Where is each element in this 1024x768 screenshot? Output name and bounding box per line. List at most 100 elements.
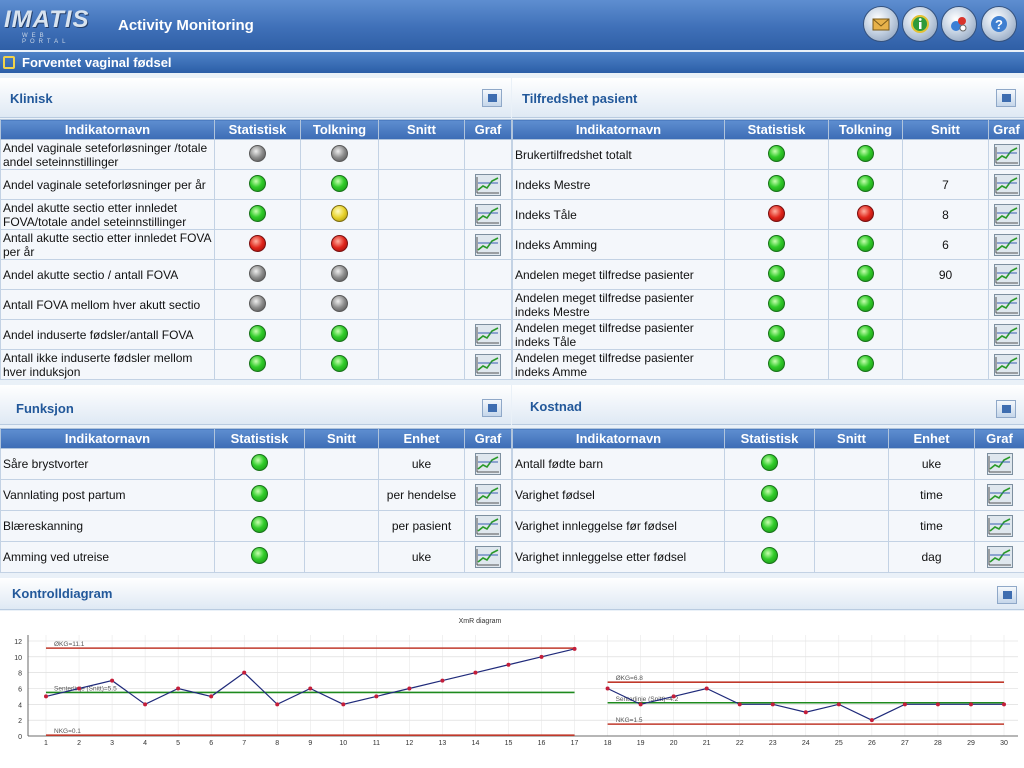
table-row[interactable]: Andel akutte sectio etter innledet FOVA/… (0, 199, 512, 230)
table-row[interactable]: Amming ved utreise uke (0, 541, 512, 573)
status-green-icon[interactable] (857, 264, 874, 282)
table-row[interactable]: Varighet fødsel time (512, 479, 1024, 511)
status-green-icon[interactable] (768, 354, 785, 372)
data-point[interactable] (539, 654, 544, 659)
table-row[interactable]: Andelen meget tilfredse pasienter indeks… (512, 319, 1024, 350)
graph-icon[interactable] (475, 484, 501, 506)
column-header[interactable]: Statistisk (214, 428, 305, 449)
status-green-icon[interactable] (331, 324, 348, 342)
table-row[interactable]: Andel induserte fødsler/antall FOVA (0, 319, 512, 350)
graph-icon[interactable] (986, 484, 1013, 506)
status-gray-icon[interactable] (331, 264, 348, 282)
column-header[interactable]: Statistisk (724, 119, 829, 140)
status-green-icon[interactable] (249, 354, 266, 372)
table-row[interactable]: Indeks Amming 6 (512, 229, 1024, 260)
column-header[interactable]: Graf (464, 428, 512, 449)
data-point[interactable] (902, 702, 907, 707)
status-green-icon[interactable] (857, 324, 874, 342)
table-row[interactable]: Varighet innleggelse etter fødsel dag (512, 541, 1024, 573)
status-red-icon[interactable] (249, 234, 266, 252)
graph-icon[interactable] (993, 233, 1020, 256)
data-point[interactable] (473, 670, 478, 675)
data-point[interactable] (44, 694, 48, 699)
data-point[interactable] (176, 686, 181, 691)
network-icon[interactable] (941, 6, 977, 42)
status-gray-icon[interactable] (249, 294, 266, 312)
data-point[interactable] (704, 686, 709, 691)
help-icon[interactable]: ? (981, 6, 1017, 42)
table-row[interactable]: Andelen meget tilfredse pasienter 90 (512, 259, 1024, 290)
graph-icon[interactable] (475, 453, 501, 475)
table-row[interactable]: Indeks Mestre 7 (512, 169, 1024, 200)
column-header[interactable]: Tolkning (300, 119, 379, 140)
data-point[interactable] (506, 662, 511, 667)
column-header[interactable]: Snitt (304, 428, 379, 449)
data-point[interactable] (605, 686, 610, 691)
status-green-icon[interactable] (249, 174, 266, 192)
table-row[interactable]: Antall FOVA mellom hver akutt sectio (0, 289, 512, 320)
graph-icon[interactable] (475, 173, 501, 196)
data-point[interactable] (803, 710, 808, 715)
data-point[interactable] (77, 686, 82, 691)
graph-icon[interactable] (993, 263, 1020, 286)
column-header[interactable]: Graf (988, 119, 1024, 140)
table-row[interactable]: Brukertilfredshet totalt (512, 139, 1024, 170)
mail-icon[interactable] (863, 6, 899, 42)
data-point[interactable] (110, 678, 115, 683)
column-header[interactable]: Enhet (888, 428, 975, 449)
graph-icon[interactable] (986, 546, 1013, 568)
status-gray-icon[interactable] (249, 144, 266, 162)
column-header[interactable]: Graf (464, 119, 512, 140)
data-point[interactable] (869, 718, 874, 723)
column-header[interactable]: Indikatornavn (0, 428, 215, 449)
data-point[interactable] (143, 702, 148, 707)
status-gray-icon[interactable] (331, 294, 348, 312)
data-point[interactable] (275, 702, 280, 707)
column-header[interactable]: Statistisk (214, 119, 301, 140)
graph-icon[interactable] (475, 353, 501, 376)
data-point[interactable] (308, 686, 313, 691)
status-green-icon[interactable] (761, 485, 778, 502)
status-red-icon[interactable] (768, 204, 785, 222)
klinisk-maximize-button[interactable] (482, 89, 502, 107)
kostnad-maximize-button[interactable] (996, 400, 1016, 418)
status-gray-icon[interactable] (331, 144, 348, 162)
status-green-icon[interactable] (857, 174, 874, 192)
table-row[interactable]: Andel vaginale seteforløsninger /totale … (0, 139, 512, 170)
table-row[interactable]: Antall akutte sectio etter innledet FOVA… (0, 229, 512, 260)
column-header[interactable]: Indikatornavn (0, 119, 215, 140)
tilfredshet-maximize-button[interactable] (996, 89, 1016, 107)
table-row[interactable]: Andelen meget tilfredse pasienter indeks… (512, 349, 1024, 380)
column-header[interactable]: Snitt (378, 119, 465, 140)
graph-icon[interactable] (475, 233, 501, 256)
column-header[interactable]: Graf (974, 428, 1024, 449)
status-green-icon[interactable] (249, 204, 266, 222)
data-point[interactable] (737, 702, 742, 707)
graph-icon[interactable] (475, 203, 501, 226)
status-green-icon[interactable] (768, 174, 785, 192)
table-row[interactable]: Varighet innleggelse før fødsel time (512, 510, 1024, 542)
column-header[interactable]: Statistisk (724, 428, 815, 449)
status-green-icon[interactable] (857, 354, 874, 372)
graph-icon[interactable] (993, 173, 1020, 196)
status-green-icon[interactable] (768, 264, 785, 282)
column-header[interactable]: Snitt (902, 119, 989, 140)
status-green-icon[interactable] (331, 354, 348, 372)
data-point[interactable] (638, 702, 643, 707)
status-green-icon[interactable] (251, 516, 268, 533)
status-green-icon[interactable] (331, 174, 348, 192)
status-green-icon[interactable] (251, 485, 268, 502)
status-green-icon[interactable] (857, 144, 874, 162)
column-header[interactable]: Tolkning (828, 119, 903, 140)
graph-icon[interactable] (475, 323, 501, 346)
status-green-icon[interactable] (761, 547, 778, 564)
table-row[interactable]: Såre brystvorter uke (0, 448, 512, 480)
data-point[interactable] (374, 694, 379, 699)
status-green-icon[interactable] (249, 324, 266, 342)
column-header[interactable]: Indikatornavn (512, 428, 725, 449)
graph-icon[interactable] (475, 546, 501, 568)
info-icon[interactable] (902, 6, 938, 42)
data-point[interactable] (407, 686, 412, 691)
data-point[interactable] (935, 702, 940, 707)
status-green-icon[interactable] (761, 516, 778, 533)
